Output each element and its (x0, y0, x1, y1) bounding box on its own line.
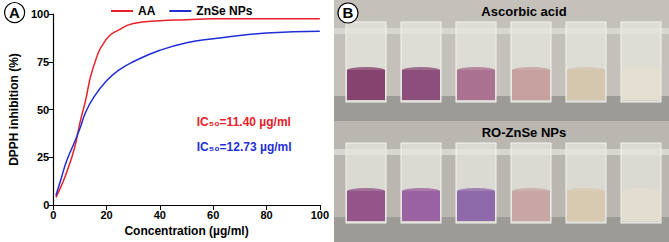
svg-text:0: 0 (50, 209, 56, 221)
svg-text:100: 100 (311, 209, 329, 221)
svg-text:40: 40 (154, 209, 166, 221)
svg-text:Concentration (µg/ml): Concentration (µg/ml) (124, 224, 248, 238)
svg-text:ZnSe NPs: ZnSe NPs (196, 4, 252, 18)
svg-text:0: 0 (43, 199, 49, 211)
svg-text:Ascorbic acid: Ascorbic acid (481, 4, 566, 19)
svg-text:DPPH inhibition (%): DPPH inhibition (%) (7, 53, 21, 166)
svg-text:80: 80 (260, 209, 272, 221)
svg-text:B: B (343, 4, 354, 21)
svg-text:RO-ZnSe NPs: RO-ZnSe NPs (482, 125, 567, 140)
svg-text:A: A (9, 4, 20, 21)
svg-text:AA: AA (138, 4, 156, 18)
svg-text:IC₅₀=12.73 µg/ml: IC₅₀=12.73 µg/ml (197, 140, 292, 154)
svg-text:60: 60 (207, 209, 219, 221)
svg-text:IC₅₀=11.40 µg/ml: IC₅₀=11.40 µg/ml (197, 115, 291, 129)
svg-text:20: 20 (100, 209, 112, 221)
svg-text:100: 100 (31, 8, 49, 20)
svg-text:75: 75 (37, 56, 49, 68)
svg-text:50: 50 (37, 104, 49, 116)
svg-text:25: 25 (37, 151, 49, 163)
